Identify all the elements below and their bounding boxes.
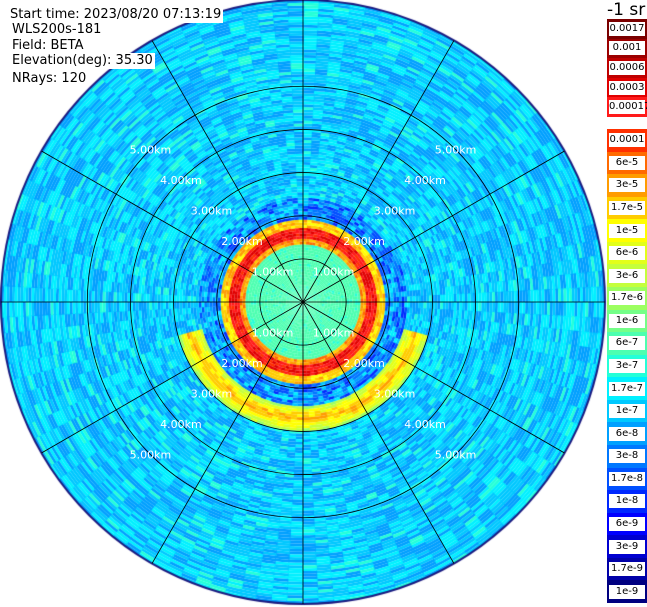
- range-ring-label: 1.00km: [313, 265, 355, 278]
- range-ring-label: 4.00km: [404, 174, 446, 187]
- colorbar-bottom-label: 3e-8: [609, 449, 645, 464]
- colorbar-bottom-label: 6e-6: [609, 246, 645, 261]
- azimuth-spoke: [41, 150, 304, 303]
- azimuth-spoke: [151, 40, 304, 303]
- range-rings: [86, 85, 520, 519]
- colorbar-bottom-label: 1.7e-9: [609, 562, 645, 577]
- range-ring-label: 3.00km: [191, 388, 233, 401]
- colorbar-unit: -1 sr: [607, 0, 646, 20]
- range-ring-label: 5.00km: [130, 449, 172, 462]
- range-ring-label: 2.00km: [343, 357, 385, 370]
- colorbar-bottom-label: 3e-9: [609, 539, 645, 554]
- azimuth-spokes: [1, 0, 605, 604]
- field-text: Field: BETA: [10, 38, 86, 54]
- range-ring-label: 4.00km: [404, 418, 446, 431]
- colorbar-bottom-label: 1e-7: [609, 404, 645, 419]
- range-ring-labels: 1.00km 1.00km 1.00km 1.00km 2.00km 2.00km 2.00…: [130, 143, 477, 461]
- colorbar-bottom-label: 1e-9: [609, 584, 645, 599]
- colorbar-bottom-label: 3e-7: [609, 359, 645, 373]
- range-ring-label: 4.00km: [160, 174, 202, 187]
- colorbar-bottom-label: 3e-5: [609, 178, 645, 193]
- instrument-text: WLS200s-181: [10, 22, 104, 38]
- azimuth-spoke: [302, 301, 455, 564]
- colorbar-bottom-label: 0.0001: [609, 133, 645, 148]
- colorbar-bottom-label: 1e-6: [609, 313, 645, 328]
- colorbar-bottom-label: 6e-7: [609, 336, 645, 351]
- range-ring-label: 1.00km: [252, 327, 294, 340]
- colorbar-top-label: 0.0003: [609, 80, 645, 95]
- range-ring-label: 1.00km: [313, 327, 355, 340]
- colorbar-top-label: 0.0017: [609, 21, 645, 36]
- range-ring: [86, 85, 520, 519]
- colorbar-bottom-label: 6e-5: [609, 155, 645, 170]
- colorbar-bottom-label: 6e-9: [609, 517, 645, 531]
- colorbar-bottom-label: 1.7e-6: [609, 291, 645, 306]
- range-ring-label: 1.00km: [252, 265, 294, 278]
- colorbar-bottom-label: 6e-8: [609, 426, 645, 441]
- range-ring: [259, 258, 347, 346]
- azimuth-spoke: [302, 301, 565, 454]
- colorbar-bottom-label: 3e-6: [609, 268, 645, 283]
- colorbar-top-label: 0.0006: [609, 61, 645, 75]
- azimuth-spoke: [151, 301, 304, 564]
- colorbar-top-label: 0.001: [609, 41, 645, 56]
- range-ring-label: 2.00km: [221, 235, 263, 248]
- range-ring-label: 2.00km: [221, 357, 263, 370]
- range-ring-label: 5.00km: [435, 143, 477, 156]
- colorbar-top-label: 0.00017: [609, 100, 647, 115]
- range-ring-label: 3.00km: [191, 204, 233, 217]
- colorbar-bottom-label: 1.7e-7: [609, 381, 645, 396]
- range-ring: [130, 129, 476, 475]
- range-ring: [173, 172, 433, 432]
- range-ring-label: 5.00km: [130, 143, 172, 156]
- azimuth-spoke: [41, 301, 304, 454]
- range-ring-label: 4.00km: [160, 418, 202, 431]
- colorbar-bottom-label: 1e-8: [609, 494, 645, 509]
- range-ring-label: 3.00km: [374, 204, 416, 217]
- colorbar-bottom-label: 1e-5: [609, 223, 645, 238]
- range-ring-label: 3.00km: [374, 388, 416, 401]
- range-ring: [216, 215, 390, 389]
- colorbar-bottom-label: 1.7e-8: [609, 471, 645, 486]
- range-ring-label: 5.00km: [435, 449, 477, 462]
- colorbar-bottom-label: 1.7e-5: [609, 201, 645, 215]
- start-time-text: Start time: 2023/08/20 07:13:19: [8, 7, 224, 23]
- azimuth-spoke: [302, 150, 565, 303]
- azimuth-spoke: [302, 40, 455, 303]
- nrays-text: NRays: 120: [10, 71, 89, 87]
- range-ring-label: 2.00km: [343, 235, 385, 248]
- elevation-text: Elevation(deg): 35.30: [10, 53, 155, 69]
